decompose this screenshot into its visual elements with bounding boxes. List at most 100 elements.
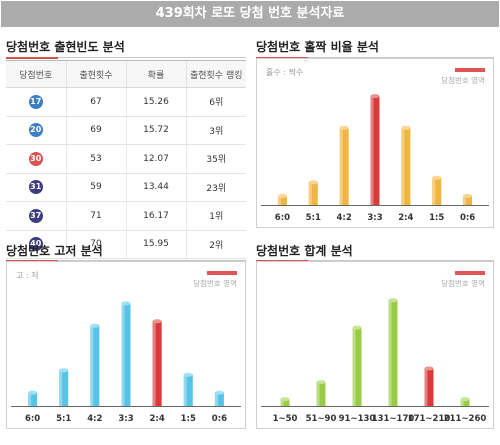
frequency-table-body: 17 67 15.26 6위 20 69 15.72 3위 30 53 12.07 35위 31 59 13… bbox=[6, 87, 246, 259]
bar-body bbox=[388, 300, 398, 406]
bar-body bbox=[316, 382, 326, 406]
bar bbox=[308, 180, 318, 205]
freq-table-title: 당첨번호 출현빈도 분석 bbox=[6, 40, 125, 54]
bar-top bbox=[59, 368, 69, 373]
sum-chart-title: 당첨번호 합계 분석 bbox=[256, 244, 353, 258]
sum-chart-panel: 당첨번호 영역 1~50 51~90 91~130 131~170 171~210 211~… bbox=[256, 261, 494, 429]
tick-label: 2:4 bbox=[150, 414, 165, 424]
bar bbox=[59, 368, 69, 406]
axis-note: 홀수 : 짝수 bbox=[266, 67, 303, 77]
bar-highlight bbox=[277, 195, 281, 205]
number-cell: 31 bbox=[6, 173, 66, 202]
count-cell: 67 bbox=[65, 87, 126, 117]
bar-top bbox=[463, 193, 473, 198]
bar-body bbox=[432, 177, 442, 205]
bar-highlight bbox=[121, 303, 125, 406]
bar bbox=[432, 175, 442, 205]
number-ball: 17 bbox=[28, 94, 43, 109]
freq-table-title-underline bbox=[6, 57, 246, 59]
bar-body bbox=[183, 374, 193, 406]
column-header-count: 출현횟수 bbox=[65, 60, 126, 88]
bar-body bbox=[152, 321, 162, 406]
number-ball: 30 bbox=[28, 151, 43, 166]
rank-cell: 2위 bbox=[185, 230, 246, 259]
oddeven-chart-panel: 홀수 : 짝수 당첨번호 영역 6:0 5:1 4:2 3:3 2:4 1:5 0:6 bbox=[256, 58, 494, 228]
number-ball: 37 bbox=[28, 208, 43, 223]
tick-label: 4:2 bbox=[87, 414, 102, 424]
bar-top bbox=[460, 397, 470, 402]
bar bbox=[183, 372, 193, 406]
table-row: 17 67 15.26 6위 bbox=[6, 87, 246, 117]
legend-label: 당첨번호 영역 bbox=[193, 278, 237, 288]
bar-body bbox=[28, 392, 38, 406]
bar bbox=[277, 193, 287, 205]
bar bbox=[152, 319, 162, 406]
column-header-rank: 출현횟수 랭킹 bbox=[185, 60, 246, 88]
number-cell: 40 bbox=[6, 230, 66, 259]
bar-top bbox=[183, 372, 193, 377]
tick-label: 4:2 bbox=[337, 213, 352, 223]
table-row: 37 71 16.17 1위 bbox=[6, 201, 246, 231]
bar bbox=[463, 193, 473, 205]
sum-chart: 당첨번호 영역 1~50 51~90 91~130131~170171~210211~… bbox=[261, 271, 489, 424]
bar-body bbox=[370, 96, 380, 205]
bar-body bbox=[463, 195, 473, 205]
legend-swatch bbox=[207, 271, 237, 275]
bar-top bbox=[388, 298, 398, 303]
rank-cell: 1위 bbox=[185, 201, 246, 231]
bar-top bbox=[121, 301, 131, 306]
tick-label: 6:0 bbox=[25, 414, 40, 424]
number-cell: 30 bbox=[6, 144, 66, 174]
bar-body bbox=[401, 127, 411, 205]
bar-body bbox=[424, 368, 434, 406]
axis-note: 고 : 저 bbox=[16, 271, 39, 280]
number-cell: 37 bbox=[6, 201, 66, 231]
bar-body bbox=[277, 195, 287, 205]
bar-top bbox=[28, 390, 38, 395]
bar-highlight bbox=[370, 96, 374, 205]
table-row: 31 59 13.44 23위 bbox=[6, 173, 246, 202]
table-header-row: 당첨번호 출현횟수 확률 출현횟수 랭킹 bbox=[6, 60, 246, 88]
bar bbox=[460, 397, 470, 406]
legend-label: 당첨번호 영역 bbox=[441, 75, 485, 85]
rank-cell: 35위 bbox=[185, 144, 246, 174]
bar-top bbox=[152, 319, 162, 324]
bar-highlight bbox=[463, 195, 467, 205]
bar-top bbox=[370, 94, 380, 99]
bar bbox=[90, 323, 100, 406]
rank-cell: 3위 bbox=[185, 116, 246, 145]
bar-highlight bbox=[432, 177, 436, 205]
bar bbox=[339, 125, 349, 205]
tick-label: 131~170 bbox=[372, 414, 415, 424]
count-cell: 70 bbox=[65, 230, 126, 259]
legend-label: 당첨번호 영역 bbox=[441, 278, 485, 288]
legend-swatch bbox=[455, 271, 485, 275]
tick-label: 171~210 bbox=[408, 414, 451, 424]
bar-body bbox=[214, 392, 224, 406]
bar-body bbox=[352, 327, 362, 406]
bar-highlight bbox=[90, 325, 94, 406]
probability-cell: 16.17 bbox=[125, 201, 186, 231]
bar-top bbox=[352, 325, 362, 330]
tick-label: 211~260 bbox=[444, 414, 487, 424]
tick-label: 5:1 bbox=[306, 213, 321, 223]
bar-highlight bbox=[460, 399, 464, 406]
bar-top bbox=[401, 125, 411, 130]
number-ball: 20 bbox=[28, 123, 43, 138]
bar bbox=[28, 390, 38, 406]
frequency-table: 당첨번호 출현횟수 확률 출현횟수 랭킹 17 67 15.26 6위 20 69 15.7… bbox=[6, 60, 246, 259]
bar bbox=[388, 298, 398, 406]
bar bbox=[280, 397, 290, 406]
probability-cell: 15.95 bbox=[125, 230, 186, 259]
tick-label: 1~50 bbox=[273, 414, 298, 424]
tick-label: 91~130 bbox=[339, 414, 376, 424]
probability-cell: 13.44 bbox=[125, 173, 186, 202]
bar-top bbox=[316, 380, 326, 385]
bar-top bbox=[308, 180, 318, 185]
bar-body bbox=[121, 303, 131, 406]
bar-top bbox=[277, 193, 287, 198]
number-cell: 20 bbox=[6, 116, 66, 145]
legend-swatch bbox=[455, 68, 485, 72]
tick-label: 1:5 bbox=[429, 213, 444, 223]
